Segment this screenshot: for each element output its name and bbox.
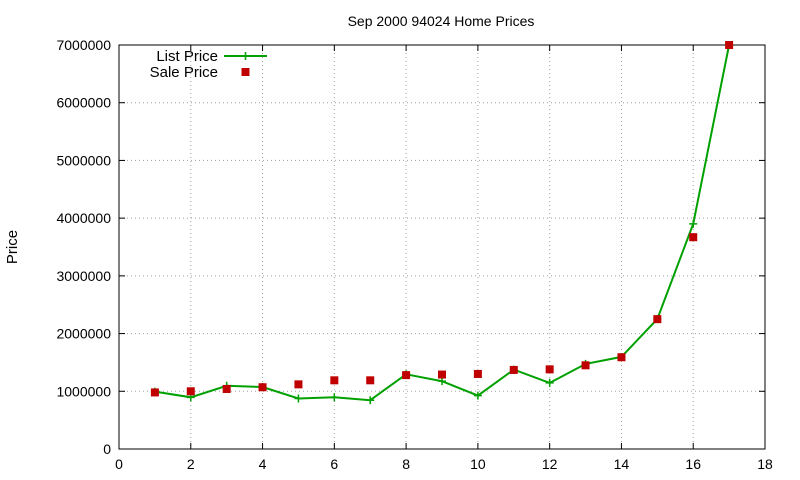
- plot-border: [118, 44, 766, 450]
- series-layer: [150, 41, 734, 405]
- tick-labels: 0 2 4 6 8 10 12 14 16 18 0 1000000 2000000 3000000 400…: [56, 37, 773, 472]
- list-price-point: [330, 393, 339, 402]
- sale-price-point: [294, 380, 303, 389]
- y-axis-label: Price: [4, 230, 21, 264]
- legend: List Price Sale Price: [150, 48, 267, 81]
- list-price-point: [294, 394, 303, 403]
- sale-price-point: [438, 370, 446, 379]
- y-tick-label: 2000000: [56, 326, 111, 342]
- sale-price-point: [330, 376, 339, 385]
- legend-label-list-price: List Price: [156, 48, 218, 65]
- list-price-point: [545, 378, 554, 387]
- sale-price-point: [222, 384, 231, 393]
- legend-marker-sale-price: [241, 68, 250, 76]
- y-tick-label: 7000000: [56, 37, 111, 53]
- list-price-line: [154, 44, 731, 402]
- sale-price-point: [581, 361, 590, 370]
- list-price-point: [473, 391, 482, 400]
- list-price-point: [366, 396, 375, 405]
- x-tick-label: 16: [685, 456, 701, 472]
- legend-marker-list-price: [241, 52, 250, 60]
- x-tick-label: 4: [259, 456, 267, 472]
- y-tick-label: 0: [103, 441, 111, 457]
- sale-price-point: [150, 388, 159, 397]
- y-tick-label: 4000000: [56, 210, 111, 226]
- x-tick-label: 10: [470, 456, 486, 472]
- x-tick-label: 14: [614, 456, 630, 472]
- sale-price-point: [725, 41, 734, 49]
- y-tick-label: 3000000: [56, 268, 111, 284]
- sale-price-point: [366, 376, 375, 385]
- sale-price-point: [186, 387, 195, 396]
- sale-price-point: [509, 365, 518, 374]
- list-price-point: [689, 219, 698, 228]
- x-tick-label: 2: [187, 456, 195, 472]
- x-tick-label: 0: [115, 456, 123, 472]
- y-tick-label: 5000000: [56, 152, 111, 168]
- y-tick-label: 1000000: [56, 383, 111, 399]
- chart-title: Sep 2000 94024 Home Prices: [348, 13, 535, 29]
- sale-price-point: [402, 371, 411, 380]
- sale-price-point: [473, 369, 482, 378]
- sale-price-point: [258, 383, 267, 392]
- legend-label-sale-price: Sale Price: [150, 64, 218, 81]
- sale-price-point: [545, 365, 554, 374]
- sale-price-point: [689, 233, 698, 242]
- sale-price-point: [617, 353, 626, 362]
- x-tick-label: 12: [542, 456, 558, 472]
- x-tick-label: 8: [402, 456, 410, 472]
- x-tick-label: 18: [757, 456, 773, 472]
- x-tick-label: 6: [330, 456, 338, 472]
- y-tick-label: 6000000: [56, 95, 111, 111]
- sale-price-point: [653, 315, 662, 324]
